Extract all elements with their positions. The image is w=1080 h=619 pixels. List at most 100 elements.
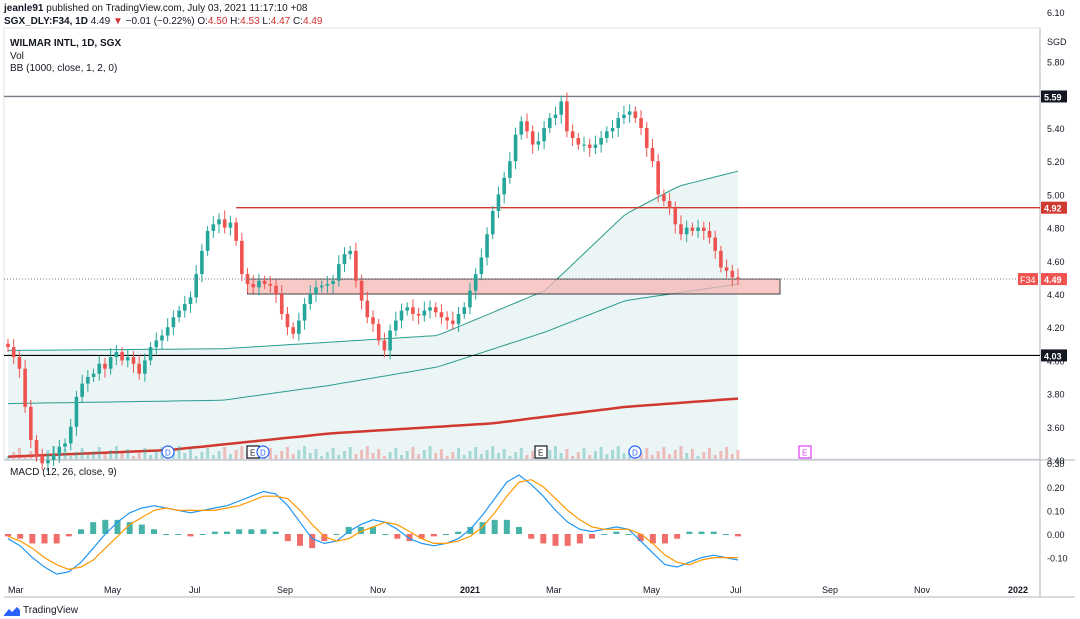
dividend-marker-1: D bbox=[161, 445, 175, 459]
candle bbox=[451, 311, 455, 330]
candle bbox=[542, 121, 546, 150]
macd-hist-bar bbox=[698, 531, 705, 534]
candles bbox=[6, 92, 740, 473]
volume-bar bbox=[194, 456, 198, 459]
macd-hist-bar bbox=[382, 534, 389, 535]
macd-hist-bar bbox=[65, 534, 72, 537]
macd-hist-bar bbox=[309, 534, 316, 549]
candle-body bbox=[508, 161, 512, 178]
candle-body bbox=[559, 101, 564, 115]
macd-hist-bar bbox=[455, 531, 462, 534]
volume-bar bbox=[297, 450, 301, 459]
candle bbox=[547, 113, 552, 133]
candle bbox=[656, 154, 660, 203]
volume-bar bbox=[730, 454, 734, 459]
candle-body bbox=[257, 280, 261, 288]
candle-body bbox=[319, 285, 324, 288]
candle bbox=[34, 435, 39, 462]
candle bbox=[57, 439, 62, 463]
candle-body bbox=[274, 285, 278, 294]
price-label-492-bg bbox=[1041, 201, 1067, 214]
volume-bar bbox=[593, 451, 597, 459]
candle bbox=[171, 310, 176, 336]
dividend-marker-2: D bbox=[256, 445, 270, 459]
candle bbox=[411, 299, 415, 321]
price-label-559: 5.59 bbox=[1044, 92, 1062, 102]
volume-bar bbox=[554, 446, 557, 459]
dividend-marker-3-letter: D bbox=[632, 449, 638, 458]
symbol-label: SGX_DLY:F34, 1D bbox=[4, 16, 88, 27]
volume-bar bbox=[559, 453, 563, 459]
macd-tick-label: 0.20 bbox=[1047, 483, 1065, 493]
candle-body bbox=[428, 307, 432, 311]
candle-body bbox=[251, 284, 256, 288]
symbol-tag-bg bbox=[1018, 273, 1038, 286]
macd-hist-bar bbox=[29, 534, 36, 544]
candle bbox=[354, 242, 358, 288]
candle bbox=[23, 359, 27, 413]
volume-bar bbox=[668, 454, 672, 459]
candle-body bbox=[222, 219, 227, 228]
volume-bar bbox=[685, 453, 689, 459]
candle bbox=[690, 222, 695, 236]
candle bbox=[268, 276, 273, 293]
candle bbox=[86, 370, 90, 392]
macd-hist-bar bbox=[224, 531, 230, 534]
volume-bar bbox=[23, 455, 27, 459]
candle bbox=[456, 306, 461, 332]
candle-body bbox=[394, 320, 398, 331]
candle-body bbox=[719, 250, 723, 268]
candle-body bbox=[268, 284, 273, 286]
macd-hist-bar bbox=[430, 534, 437, 537]
macd-hist-bar bbox=[114, 519, 121, 534]
macd-hist-bar bbox=[528, 534, 535, 539]
price-label-492: 4.92 bbox=[1044, 204, 1062, 214]
candle-body bbox=[336, 264, 341, 281]
volume-bar bbox=[479, 454, 483, 459]
down-arrow-icon: ▼ bbox=[112, 16, 123, 27]
volume-bar bbox=[502, 449, 506, 459]
candle-body bbox=[63, 443, 67, 447]
bb-legend[interactable]: BB (1000, close, 1, 2, 0) bbox=[10, 63, 118, 74]
volume-legend[interactable]: Vol bbox=[10, 51, 24, 62]
candle bbox=[63, 438, 67, 452]
price-tick-label: 4.40 bbox=[1047, 290, 1065, 300]
bb-upper-line bbox=[8, 170, 739, 351]
volume-bar bbox=[80, 448, 84, 459]
candle bbox=[639, 110, 643, 135]
macd-hist-bar bbox=[479, 522, 486, 534]
candle bbox=[679, 215, 683, 241]
candle bbox=[559, 95, 564, 124]
candle-body bbox=[530, 131, 535, 145]
candle-body bbox=[656, 161, 660, 195]
candle-body bbox=[80, 383, 84, 397]
volume-bar bbox=[462, 455, 466, 459]
candle bbox=[137, 354, 141, 380]
publisher-name[interactable]: jeanle91 bbox=[4, 3, 44, 14]
volume-bar bbox=[17, 448, 21, 459]
candle bbox=[182, 295, 187, 318]
candle bbox=[468, 282, 472, 315]
macd-hist-bar bbox=[151, 529, 157, 534]
earnings-marker-3-box bbox=[798, 445, 812, 459]
candle-body bbox=[120, 352, 124, 361]
time-tick-label: Mar bbox=[8, 585, 24, 595]
macd-hist-bar bbox=[625, 534, 632, 535]
volume-bar bbox=[451, 452, 455, 459]
volume-bar bbox=[109, 450, 113, 459]
candle-body bbox=[644, 128, 649, 148]
candle-body bbox=[411, 307, 415, 314]
volume-bar bbox=[611, 450, 615, 459]
candle bbox=[177, 305, 181, 323]
candle bbox=[707, 221, 712, 244]
macd-legend[interactable]: MACD (12, 26, close, 9) bbox=[10, 467, 117, 478]
candle bbox=[553, 106, 558, 126]
chart-title[interactable]: WILMAR INTL, 1D, SGX bbox=[10, 38, 122, 49]
candle bbox=[40, 448, 45, 471]
candle-body bbox=[40, 456, 45, 464]
volume-bar bbox=[422, 450, 426, 459]
candle-body bbox=[297, 320, 301, 334]
tradingview-footer[interactable]: TradingView bbox=[4, 605, 78, 616]
volume-bar bbox=[285, 447, 289, 459]
